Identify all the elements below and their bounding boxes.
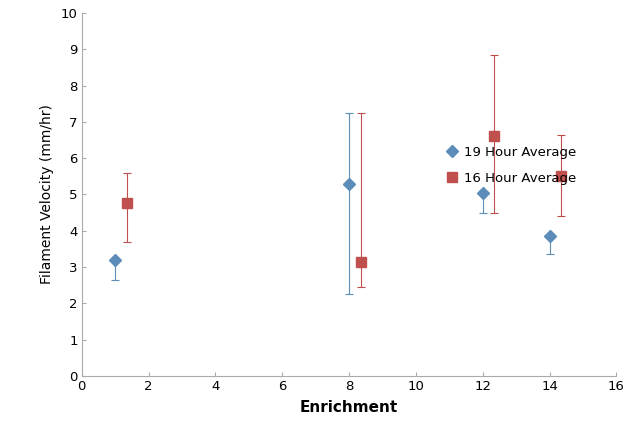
X-axis label: Enrichment: Enrichment: [300, 400, 398, 415]
Y-axis label: Filament Velocity (mm/hr): Filament Velocity (mm/hr): [40, 105, 54, 284]
Legend: 19 Hour Average, 16 Hour Average: 19 Hour Average, 16 Hour Average: [447, 145, 576, 185]
